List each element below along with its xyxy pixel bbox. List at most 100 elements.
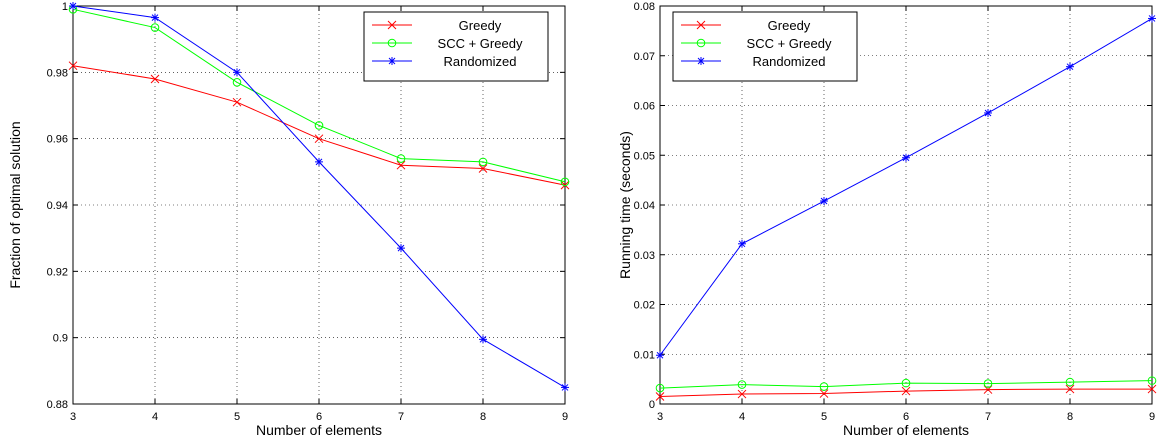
data-point [738,239,746,248]
y-tick-label: 0.06 [634,101,655,113]
marker-stroke [479,335,487,343]
marker-stroke [738,240,746,248]
data-point [478,164,488,173]
data-point [232,77,242,87]
marker-stroke [396,160,406,170]
legend-label: Greedy [459,18,502,33]
y-tick-label: 0.01 [634,349,655,361]
legend-label: Greedy [768,18,811,33]
data-point [150,23,160,32]
marker-stroke [233,68,241,76]
data-point [984,108,992,117]
data-point [1147,384,1157,394]
legend-item: Randomized [681,54,826,69]
series-scc-greedy [68,5,570,187]
legend-marker [697,57,705,65]
y-tick-label: 0.9 [53,333,68,345]
series-line [72,8,566,183]
y-tick-label: 0.08 [634,1,655,13]
legend-item: SCC + Greedy [681,36,832,51]
series-line [659,380,1153,389]
y-tick-label: 0.92 [47,266,68,278]
legend-label: Randomized [444,54,517,69]
marker-stroke [232,97,242,107]
marker-stroke [1147,384,1157,394]
data-point [983,379,993,388]
y-axis: 0 0.01 0.02 0.03 0.04 0.05 0.06 0.07 0.08 [634,1,1152,411]
y-tick-label: 0.04 [634,200,655,212]
x-tick-label: 5 [234,411,240,423]
data-point [1065,384,1075,394]
data-point [150,74,160,84]
x-axis: 3 4 5 6 7 8 9 [70,6,568,423]
x-tick-label: 4 [739,411,745,423]
data-point [151,13,159,22]
legend-label: SCC + Greedy [747,36,832,51]
legend-item: SCC + Greedy [372,36,523,51]
marker-stroke [737,389,747,399]
marker-stroke [387,20,397,30]
data-point [396,154,406,163]
x-tick-label: 6 [903,411,909,423]
y-tick-label: 0.07 [634,51,655,63]
marker-stroke [314,134,324,144]
marker-stroke [697,57,705,65]
data-point [737,389,747,399]
data-point [655,392,665,401]
legend-marker [387,20,397,30]
data-point [1147,376,1157,385]
data-point [397,244,405,253]
y-tick-label: 0 [649,399,655,411]
data-point [69,2,77,10]
chart-panel-1: 3 4 5 6 7 8 9 0.88 0.9 0.92 0.94 0.96 0.98 1 Number of… [7,1,570,438]
data-point [314,134,324,144]
legend-item: Randomized [372,54,517,69]
marker-stroke [656,351,664,359]
data-point [1065,377,1075,387]
legend-label: Randomized [753,54,826,69]
data-point [232,97,242,107]
legend-marker [696,20,706,30]
data-point [1148,14,1156,23]
marker-stroke [1148,15,1156,22]
legend-label: SCC + Greedy [438,36,523,51]
legend: Greedy SCC + Greedy Randomized [672,11,858,82]
x-tick-label: 3 [657,411,663,423]
marker-stroke [478,164,488,173]
marker-stroke [388,57,396,65]
marker-stroke [655,392,665,401]
marker-stroke [1066,63,1074,71]
y-axis-label: Running time (seconds) [617,131,633,279]
axes-frame [72,5,566,405]
y-axis: 0.88 0.9 0.92 0.94 0.96 0.98 1 [47,1,565,411]
x-tick-label: 7 [985,411,991,423]
data-point [819,389,829,398]
marker-stroke [1065,384,1075,394]
data-point [478,157,488,167]
x-tick-label: 8 [480,411,486,423]
data-point [561,383,569,392]
legend-item: Greedy [372,18,502,33]
y-tick-label: 0.94 [47,200,68,212]
marker-stroke [902,154,910,162]
marker-stroke [984,109,992,117]
y-tick-label: 0.02 [634,300,655,312]
x-axis-label: Number of elements [256,422,382,438]
marker-stroke [397,244,405,252]
marker-stroke [315,158,323,166]
y-tick-label: 0.98 [47,67,68,79]
series-randomized [656,14,1156,360]
data-point [901,386,911,396]
data-point [68,61,78,71]
marker-stroke [561,384,569,391]
y-tick-label: 1 [62,1,68,13]
x-tick-label: 7 [398,411,404,423]
data-point [314,121,324,130]
y-tick-label: 0.03 [634,250,655,262]
marker-stroke [901,386,911,396]
x-tick-label: 6 [316,411,322,423]
marker-stroke [151,14,159,21]
chart-panel-2: 3 4 5 6 7 8 9 0 0.01 0.02 0.03 0.04 0.05 0.06 0.07 0.08… [617,1,1157,438]
data-point [737,380,747,389]
